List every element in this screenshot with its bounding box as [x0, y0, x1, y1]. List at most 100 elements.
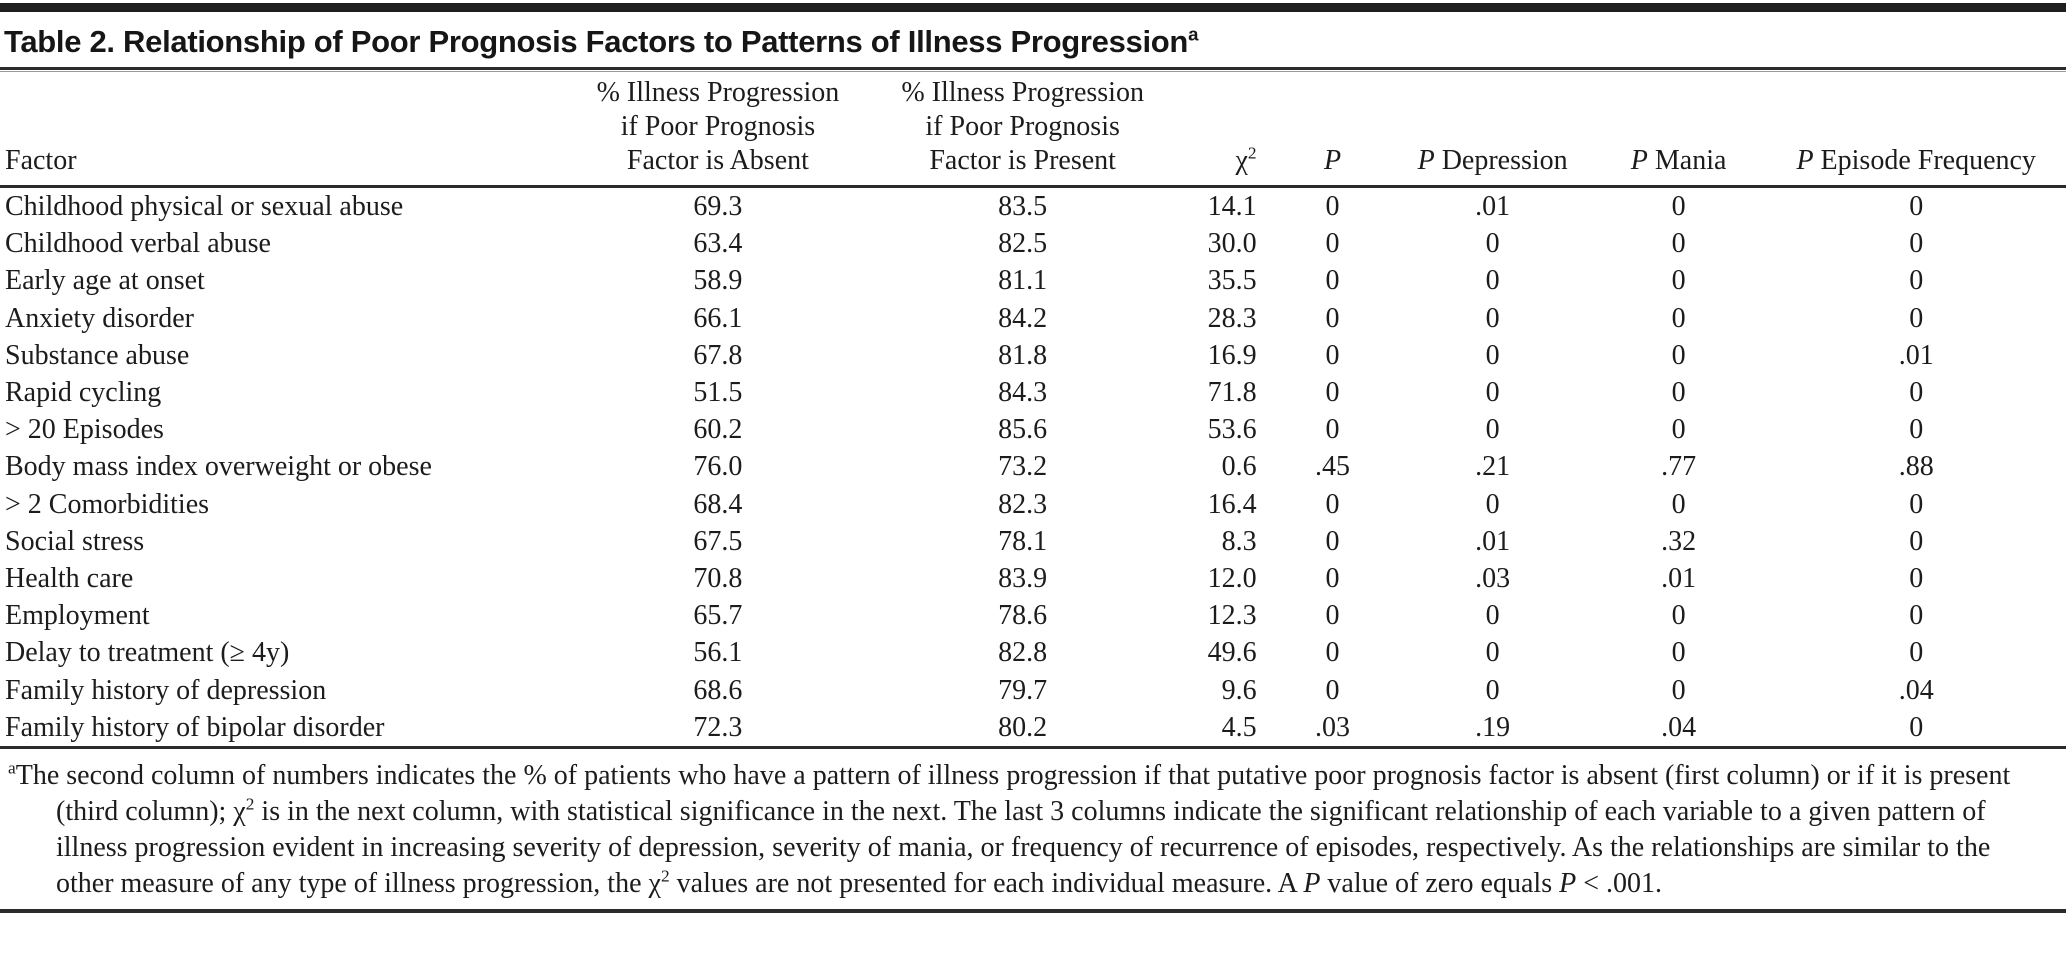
cell-p_mania: .01 [1661, 563, 1697, 595]
cell-p: 0 [1325, 637, 1340, 669]
cell-p: 0 [1325, 339, 1340, 371]
cell-chi2: 0.6 [1221, 451, 1257, 483]
table-row: Social stress 67.5 78.1 8.3 0 .01 .32 0 [0, 523, 2066, 560]
cell-present: 83.9 [998, 563, 1048, 595]
text-segment: The second column of numbers indicates t… [15, 760, 2011, 828]
cell-absent: 66.1 [693, 302, 743, 334]
cell-p_mania: 0 [1671, 302, 1686, 334]
cell-present: 80.2 [998, 711, 1048, 743]
cell-chi2: 71.8 [1207, 377, 1257, 409]
cell-p_episode_frequency: 0 [1909, 228, 1924, 260]
cell-p_mania: 0 [1671, 637, 1686, 669]
cell-present: 73.2 [998, 451, 1048, 483]
cell-factor: Family history of bipolar disorder [5, 711, 385, 743]
top-bar [0, 3, 2066, 12]
text-segment: is in the next column, with statistical … [56, 796, 1991, 900]
cell-p_depression: 0 [1485, 339, 1500, 371]
cell-p_depression: .01 [1475, 525, 1511, 557]
cell-chi2: 49.6 [1207, 637, 1257, 669]
cell-p_mania: 0 [1671, 191, 1686, 222]
text-segment: P [1559, 868, 1577, 900]
text-segment: χ [233, 796, 246, 828]
col-header-chi2: χ2 [1177, 72, 1271, 188]
text-segment: P [1303, 868, 1321, 900]
cell-p_mania: 0 [1671, 414, 1686, 446]
cell-present: 82.3 [998, 488, 1048, 520]
cell-p: 0 [1325, 525, 1340, 557]
cell-p_episode_frequency: 0 [1909, 377, 1924, 409]
cell-p: 0 [1325, 191, 1340, 222]
table-row: Health care 70.8 83.9 12.0 0 .03 .01 0 [0, 560, 2066, 597]
text-segment: values are not presented for each indivi… [669, 868, 1304, 900]
cell-p_mania: 0 [1671, 265, 1686, 297]
cell-p_episode_frequency: 0 [1909, 488, 1924, 520]
cell-present: 84.2 [998, 302, 1048, 334]
text-segment: P [1796, 145, 1814, 176]
cell-p_mania: 0 [1671, 377, 1686, 409]
cell-p_mania: 0 [1671, 674, 1686, 706]
title-rule [0, 67, 2066, 72]
cell-factor: Early age at onset [5, 265, 205, 297]
table-row: Employment 65.7 78.6 12.3 0 0 0 0 [0, 597, 2066, 634]
text-segment: Mania [1647, 145, 1727, 176]
cell-absent: 69.3 [693, 191, 743, 222]
cell-present: 78.1 [998, 525, 1048, 557]
cell-p: 0 [1325, 414, 1340, 446]
cell-present: 85.6 [998, 414, 1048, 446]
text-segment: P [1630, 145, 1648, 176]
cell-p: .45 [1315, 451, 1351, 483]
table-title-text: Table 2. Relationship of Poor Prognosis … [4, 24, 1189, 59]
cell-p_episode_frequency: 0 [1909, 600, 1924, 632]
cell-p_mania: .04 [1661, 711, 1697, 743]
table-row: Childhood verbal abuse 63.4 82.5 30.0 0 0 0 0 [0, 225, 2066, 262]
cell-absent: 70.8 [693, 563, 743, 595]
cell-p_episode_frequency: 0 [1909, 563, 1924, 595]
cell-p: 0 [1325, 488, 1340, 520]
cell-p_episode_frequency: 0 [1909, 302, 1924, 334]
footnote: aThe second column of numbers indicates … [0, 749, 2066, 902]
cell-factor: > 2 Comorbidities [5, 488, 210, 520]
cell-absent: 58.9 [693, 265, 743, 297]
cell-factor: Anxiety disorder [5, 302, 194, 334]
table-row: Family history of bipolar disorder 72.3 80… [0, 709, 2066, 748]
cell-p_depression: .19 [1475, 711, 1511, 743]
cell-p_mania: 0 [1671, 600, 1686, 632]
cell-p: 0 [1325, 600, 1340, 632]
cell-absent: 60.2 [693, 414, 743, 446]
cell-absent: 56.1 [693, 637, 743, 669]
cell-absent: 68.6 [693, 674, 743, 706]
cell-p_mania: 0 [1671, 488, 1686, 520]
cell-chi2: 12.0 [1207, 563, 1257, 595]
table-row: Childhood physical or sexual abuse 69.3 83… [0, 187, 2066, 226]
table-row: Body mass index overweight or obese 76.0 7… [0, 448, 2066, 485]
cell-present: 79.7 [998, 674, 1048, 706]
header-row: Factor% Illness Progression if Poor Progn… [0, 72, 2066, 188]
col-header-p_episode_frequency: P Episode Frequency [1766, 72, 2066, 188]
cell-p_episode_frequency: 0 [1909, 525, 1924, 557]
table-row: > 20 Episodes 60.2 85.6 53.6 0 0 0 0 [0, 411, 2066, 448]
cell-factor: Rapid cycling [5, 377, 162, 409]
cell-p_depression: 0 [1485, 265, 1500, 297]
table-row: Early age at onset 58.9 81.1 35.5 0 0 0 0 [0, 262, 2066, 299]
cell-absent: 67.8 [693, 339, 743, 371]
cell-chi2: 4.5 [1221, 711, 1257, 743]
cell-absent: 72.3 [693, 711, 743, 743]
table-row: Substance abuse 67.8 81.8 16.9 0 0 0 .01 [0, 337, 2066, 374]
cell-p: 0 [1325, 377, 1340, 409]
col-header-p_mania: P Mania [1590, 72, 1767, 188]
cell-p: 0 [1325, 674, 1340, 706]
cell-chi2: 14.1 [1207, 191, 1257, 222]
cell-factor: Delay to treatment (≥ 4y) [5, 637, 290, 669]
text-segment: χ [1235, 145, 1248, 176]
text-segment: P [1417, 145, 1435, 176]
cell-p_depression: 0 [1485, 600, 1500, 632]
cell-present: 78.6 [998, 600, 1048, 632]
text-segment: Episode Frequency [1813, 145, 2036, 176]
cell-absent: 63.4 [693, 228, 743, 260]
cell-p_episode_frequency: .01 [1898, 339, 1934, 371]
cell-p_mania: .32 [1661, 525, 1697, 557]
cell-factor: Body mass index overweight or obese [5, 451, 432, 483]
cell-p_depression: 0 [1485, 228, 1500, 260]
cell-p: 0 [1325, 563, 1340, 595]
cell-chi2: 30.0 [1207, 228, 1257, 260]
